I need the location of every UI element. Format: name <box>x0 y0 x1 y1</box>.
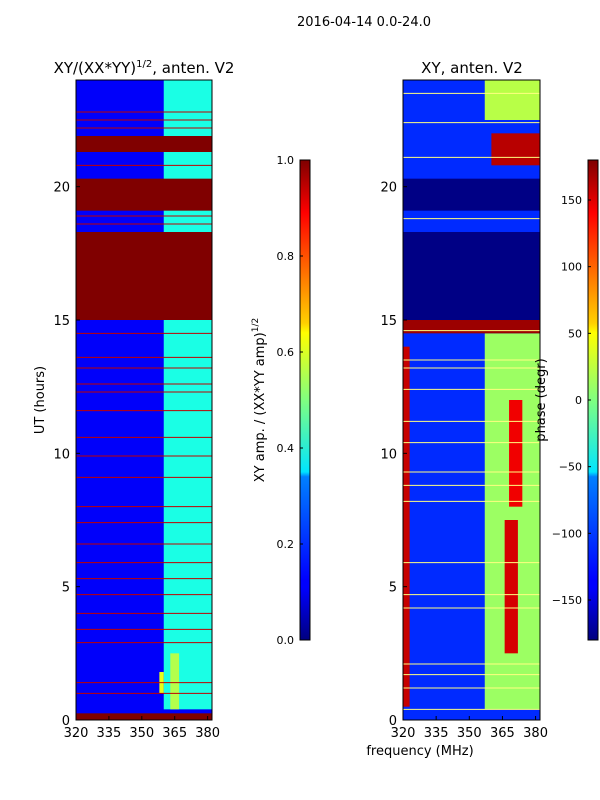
colorbar-gradient <box>299 159 311 641</box>
colorbar-tick-label: 0.4 <box>277 442 295 455</box>
x-tick-label: 335 <box>96 726 121 741</box>
colorbar-phase: −150 −100 −50 0 50 100 150 <box>552 159 599 641</box>
y-tick-label: 15 <box>380 314 397 329</box>
colorbar-tick-label: −50 <box>559 461 582 474</box>
panel-title-amplitude: XY/(XX*YY)1/2, anten. V2 <box>54 59 235 77</box>
x-tick-label: 380 <box>195 726 220 741</box>
heatmap-cell <box>491 133 540 166</box>
heatmap-cell <box>504 520 518 654</box>
y-tick-label: 10 <box>53 447 70 462</box>
colorbar-tick-label: −150 <box>552 594 582 607</box>
y-tick-label: 15 <box>53 314 70 329</box>
colorbar-label-amplitude: XY amp. / (XX*YY amp)1/2 <box>251 318 268 482</box>
figure-suptitle: 2016-04-14 0.0-24.0 <box>297 15 431 30</box>
colorbar-tick-label: 100 <box>561 261 582 274</box>
colorbar-tick-label: 150 <box>561 194 582 207</box>
panel-phase: XY, anten. V2 320 335 350 365 380 0 5 10 15 20 <box>380 59 548 741</box>
heatmap-cell <box>170 653 180 710</box>
plot-frame <box>75 79 213 721</box>
y-tick-label: 0 <box>62 714 70 729</box>
colorbar-tick-label: 0.8 <box>277 250 295 263</box>
heatmap-cell <box>76 232 212 320</box>
panel-amplitude: XY/(XX*YY)1/2, anten. V2 320 335 350 365 380… <box>33 59 234 741</box>
y-axis-label: UT (hours) <box>33 366 48 434</box>
heatmap-cell <box>76 178 212 211</box>
colorbar-amplitude: 0.0 0.2 0.4 0.6 0.8 1.0 <box>277 154 311 647</box>
heatmap-cell <box>509 400 523 507</box>
heatmap-cell <box>403 320 540 334</box>
y-tick-label: 10 <box>380 447 397 462</box>
colorbar-label-phase: phase (degr) <box>534 358 549 441</box>
heatmap-cell <box>76 136 212 152</box>
heatmap-cell <box>403 178 540 211</box>
heatmap-cell <box>403 232 540 320</box>
x-tick-label: 320 <box>64 726 89 741</box>
colorbar-tick-label: 0.0 <box>277 634 295 647</box>
x-tick-label: 320 <box>391 726 416 741</box>
heatmap-cell <box>76 713 212 720</box>
x-axis-label: frequency (MHz) <box>366 744 473 759</box>
heatmap-cell <box>484 80 540 120</box>
y-tick-label: 5 <box>389 581 397 596</box>
x-tick-label: 380 <box>523 726 548 741</box>
x-tick-label: 350 <box>457 726 482 741</box>
x-tick-label: 365 <box>490 726 515 741</box>
x-tick-label: 335 <box>424 726 449 741</box>
y-tick-label: 20 <box>380 181 397 196</box>
colorbar-tick-label: 50 <box>568 327 582 340</box>
colorbar-tick-label: 1.0 <box>277 154 295 167</box>
colorbar-tick-label: 0 <box>575 394 582 407</box>
heatmap-phase: 320 335 350 365 380 0 5 10 15 20 <box>380 79 548 741</box>
y-tick-label: 5 <box>62 581 70 596</box>
heatmap-amplitude: 320 335 350 365 380 0 5 10 15 20 <box>53 79 220 741</box>
x-tick-label: 350 <box>129 726 154 741</box>
colorbar-tick-label: −100 <box>552 527 582 540</box>
colorbar-tick-label: 0.6 <box>277 346 295 359</box>
heatmap-cell <box>163 80 212 710</box>
heatmap-cell <box>403 346 410 707</box>
y-tick-label: 20 <box>53 181 70 196</box>
colorbar-tick-label: 0.2 <box>277 538 295 551</box>
plot-frame <box>402 79 541 721</box>
x-tick-label: 365 <box>162 726 187 741</box>
panel-title-phase: XY, anten. V2 <box>421 59 523 77</box>
y-tick-label: 0 <box>389 714 397 729</box>
